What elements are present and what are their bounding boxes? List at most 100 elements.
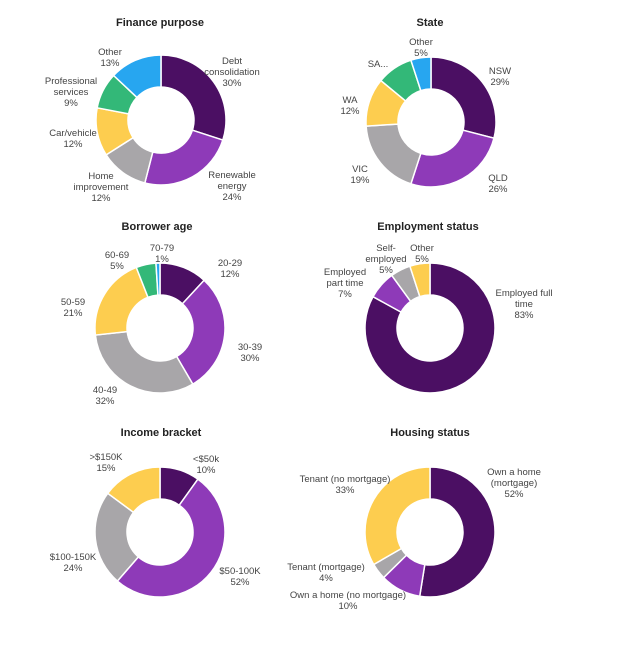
slice-label-line: 15% [96,463,116,474]
slice-label-line: Car/vehicle [49,128,97,139]
slice-label-line: 50-59 [61,297,85,308]
chart-title: State [417,17,444,29]
slice-label-line: QLD [488,173,508,184]
slice-label-line: 10% [338,601,358,612]
slice-label-line: Other [409,37,433,48]
slice-employed-full-time [364,262,496,394]
slice-label-line: 5% [414,48,428,59]
slice-label-line: SA... [368,59,389,70]
slice-label-line: Employed [324,267,366,278]
slice-label-line: 9% [64,98,78,109]
slice-label-own-a-home-mortgage: Own a home (mortgage) 52% [487,467,541,500]
slice-label-line: 24% [63,563,83,574]
slice-label-line: 30% [240,353,260,364]
slice-label-line: 70-79 [150,243,174,254]
slice-label-line: consolidation [204,67,259,78]
slice-label-tenant-no-mortgage: Tenant (no mortgage) 33% [300,474,391,496]
slice-label-line: $50-100K [219,566,261,577]
slice-other [112,54,162,99]
slice-label-line: 12% [220,269,240,280]
slice-label-line: NSW [489,66,511,77]
slice-label-line: 30-39 [238,342,262,353]
slice-label-line: Debt [222,56,242,67]
slice-label-line: 32% [95,396,115,407]
slice-label-tenant-mortgage: Tenant (mortgage) 4% [287,562,365,584]
slice-label-line: 60-69 [105,250,129,261]
slice-own-a-home-mortgage [418,466,496,598]
slice-label-professional-services: Professional services 9% [45,76,97,109]
slice-label-150k: >$150K 15% [89,452,123,474]
slice-label-line: WA [343,95,359,106]
slice-label-line: 12% [91,193,111,204]
slice-label-line: >$150K [89,452,123,463]
slice-label-30-39: 30-39 30% [238,342,262,364]
slice-label-line: services [54,87,89,98]
slice-label-line: 29% [490,77,510,88]
slice-label-70-79: 70-79 1% [150,243,174,265]
slice-label-line: (mortgage) [491,478,537,489]
slice-label-line: 5% [379,265,393,276]
slice-label-line: Tenant (mortgage) [287,562,365,573]
slice-label-line: Tenant (no mortgage) [300,474,391,485]
slice-label-line: 21% [63,308,83,319]
slice-label-other: Other 5% [409,37,433,59]
chart-title: Housing status [390,427,469,439]
slice-label-other: Other 13% [98,47,122,69]
chart-title: Borrower age [122,221,193,233]
slice-label-100-150k: $100-150K 24% [50,552,97,574]
slice-label-line: 33% [335,485,355,496]
slice-label-50-59: 50-59 21% [61,297,85,319]
slice-label-line: VIC [352,164,368,175]
slice-label-line: <$50k [193,454,219,465]
slice-label-line: 12% [340,106,360,117]
slice-30-39 [175,279,226,386]
slice-label-60-69: 60-69 5% [105,250,129,272]
chart-state: State NSW 29% QLD 26% VIC 19% WA 12% SA... Other 5% [340,17,511,195]
slice-label-line: Other [410,243,434,254]
slice-label-50-100k: $50-100K 52% [219,566,261,588]
slice-label-line: 12% [63,139,83,150]
chart-title: Employment status [377,221,478,233]
slice-label-line: Own a home [487,467,541,478]
slice-label-line: 4% [319,573,333,584]
slice-label-car-vehicle: Car/vehicle 12% [49,128,97,150]
slice-label-line: Professional [45,76,97,87]
slice-label-line: Employed full [495,288,552,299]
slice-label-line: 20-29 [218,258,242,269]
slice-label-other: Other 5% [410,243,434,265]
slice-label-line: 5% [415,254,429,265]
slice-40-49 [94,330,194,394]
chart-finance-purpose: Finance purpose Debt consolidation 30% Renew… [45,17,260,204]
slice-label-line: 24% [222,192,242,203]
slice-label-line: 7% [338,289,352,300]
slice-label-line: Self- [376,243,396,254]
slice-label-nsw: NSW 29% [489,66,511,88]
slice-other [409,56,432,92]
chart-title: Income bracket [121,427,202,439]
slice-label-line: 1% [155,254,169,265]
slice-50-100k [116,478,226,598]
slice-debt-consolidation [160,54,227,142]
slice-other [408,262,431,298]
chart-borrower-age: Borrower age 20-29 12% 30-39 30% 40-49 32% 50-5… [61,221,262,407]
slice-label-line: improvement [74,182,129,193]
slice-label-line: time [515,299,533,310]
slice-label-line: Renewable [208,170,256,181]
slice-label-employed-part-time: Employed part time 7% [324,267,366,300]
slice-label-wa: WA 12% [340,95,360,117]
slice-label-line: 30% [222,78,242,89]
slice-label-line: 5% [110,261,124,272]
slice-label-debt-consolidation: Debt consolidation 30% [204,56,259,89]
slice-label-line: part time [327,278,364,289]
slice-label-own-a-home-no-mortgage: Own a home (no mortgage) 10% [290,590,406,612]
slice-label-line: $100-150K [50,552,97,563]
slice-label-sa: SA... [368,59,389,70]
slice-label-line: 26% [488,184,508,195]
slice-label-line: Other [98,47,122,58]
slice-label-line: 13% [100,58,120,69]
slice-label-vic: VIC 19% [350,164,370,186]
